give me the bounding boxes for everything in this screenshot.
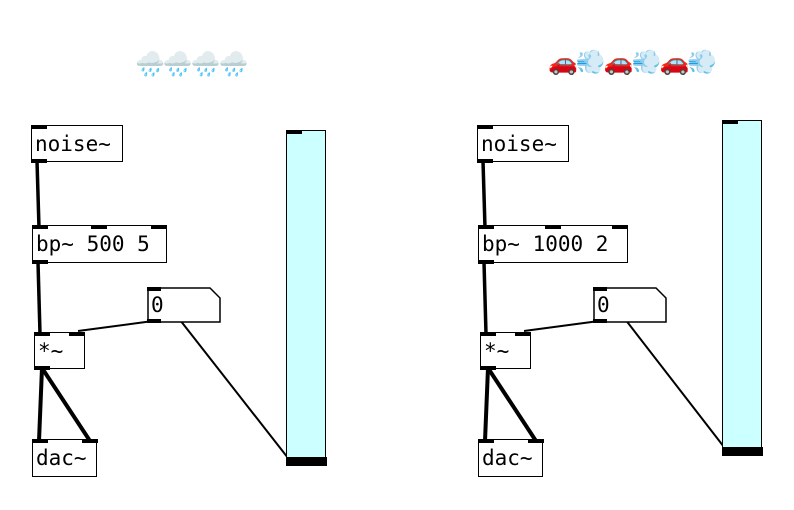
bandpass-object-right[interactable]: bp~ 1000 2	[477, 224, 628, 264]
number-box-outline	[593, 287, 667, 323]
inlet-icon[interactable]	[33, 331, 50, 336]
inlet-icon[interactable]	[528, 438, 544, 443]
number-box-value: 0	[151, 293, 164, 317]
number-box-left[interactable]: 0	[147, 287, 221, 323]
inlet-icon[interactable]	[31, 224, 48, 229]
wire-mult-to-dac-left-l	[37, 367, 44, 442]
outlet-icon[interactable]	[30, 158, 47, 163]
inlet-icon[interactable]	[286, 129, 302, 134]
multiply-object-left[interactable]: *~	[33, 331, 85, 370]
vertical-slider-right[interactable]	[721, 119, 763, 456]
inlet-icon[interactable]	[545, 224, 561, 229]
wire-bp-to-mult-right	[482, 261, 488, 335]
number-box-value: 0	[597, 293, 610, 317]
inlet-icon[interactable]	[477, 438, 494, 443]
inlet-icon[interactable]	[722, 119, 738, 124]
dac-object-label: dac~	[36, 446, 87, 470]
slider-handle[interactable]	[285, 456, 327, 466]
outlet-icon[interactable]	[479, 365, 496, 370]
inlet-icon[interactable]	[476, 124, 493, 129]
bandpass-object-label: bp~ 500 5	[36, 232, 150, 256]
inlet-icon[interactable]	[69, 331, 85, 336]
rain-cloud-icon: 🌧️🌧️🌧️🌧️	[135, 50, 249, 78]
vertical-slider-left[interactable]	[285, 129, 327, 466]
wire-noise-to-bp-right	[481, 160, 487, 229]
bandpass-object-label: bp~ 1000 2	[482, 232, 609, 256]
inlet-icon[interactable]	[477, 224, 494, 229]
wire-mult-to-dac-right-l	[483, 367, 490, 442]
dac-object-right[interactable]: dac~	[477, 438, 544, 477]
dac-object-label: dac~	[482, 446, 533, 470]
outlet-icon[interactable]	[33, 365, 50, 370]
multiply-object-right[interactable]: *~	[479, 331, 531, 370]
dac-object-left[interactable]: dac~	[31, 438, 98, 477]
number-box-right[interactable]: 0	[593, 287, 667, 323]
wire-mult-to-dac-right-r	[486, 366, 538, 443]
inlet-icon[interactable]	[479, 331, 496, 336]
car-exhaust-icon: 🚗💨🚗💨🚗💨	[548, 48, 717, 76]
slider-handle[interactable]	[721, 446, 763, 456]
wire-mult-to-dac-left-r	[40, 366, 92, 443]
noise-object-label: noise~	[481, 132, 557, 156]
wire-number-to-mult-left	[77, 320, 154, 332]
inlet-icon[interactable]	[612, 224, 628, 229]
inlet-icon[interactable]	[151, 224, 167, 229]
noise-object-left[interactable]: noise~	[30, 124, 123, 163]
inlet-icon[interactable]	[31, 438, 48, 443]
wire-bp-to-mult-left	[36, 261, 42, 335]
inlet-icon[interactable]	[82, 438, 98, 443]
inlet-icon[interactable]	[91, 224, 107, 229]
wire-number-to-mult-right	[523, 320, 600, 332]
multiply-object-label: *~	[484, 339, 510, 363]
outlet-icon[interactable]	[477, 259, 494, 264]
bandpass-object-left[interactable]: bp~ 500 5	[31, 224, 167, 264]
outlet-icon[interactable]	[31, 259, 48, 264]
inlet-icon[interactable]	[515, 331, 531, 336]
outlet-icon[interactable]	[476, 158, 493, 163]
inlet-icon[interactable]	[30, 124, 47, 129]
multiply-object-label: *~	[38, 339, 64, 363]
noise-object-label: noise~	[35, 132, 111, 156]
number-box-outline	[147, 287, 221, 323]
noise-object-right[interactable]: noise~	[476, 124, 569, 163]
wire-noise-to-bp-left	[35, 160, 41, 229]
